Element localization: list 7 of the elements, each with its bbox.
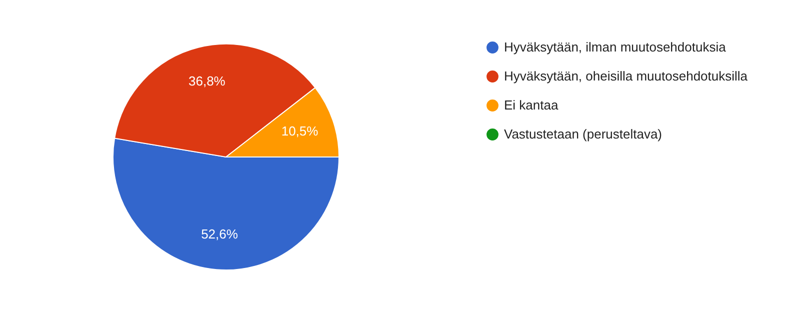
data-label: 10,5% [281, 124, 319, 139]
legend-label: Ei kantaa [504, 98, 559, 112]
legend-label: Hyväksytään, ilman muutosehdotuksia [504, 40, 727, 54]
legend-label: Vastustetaan (perusteltava) [504, 126, 662, 142]
data-label: 36,8% [188, 73, 226, 88]
data-label: 52,6% [201, 226, 238, 242]
legend-label: Hyväksytään, oheisilla muutosehdotuksilla [504, 68, 748, 84]
